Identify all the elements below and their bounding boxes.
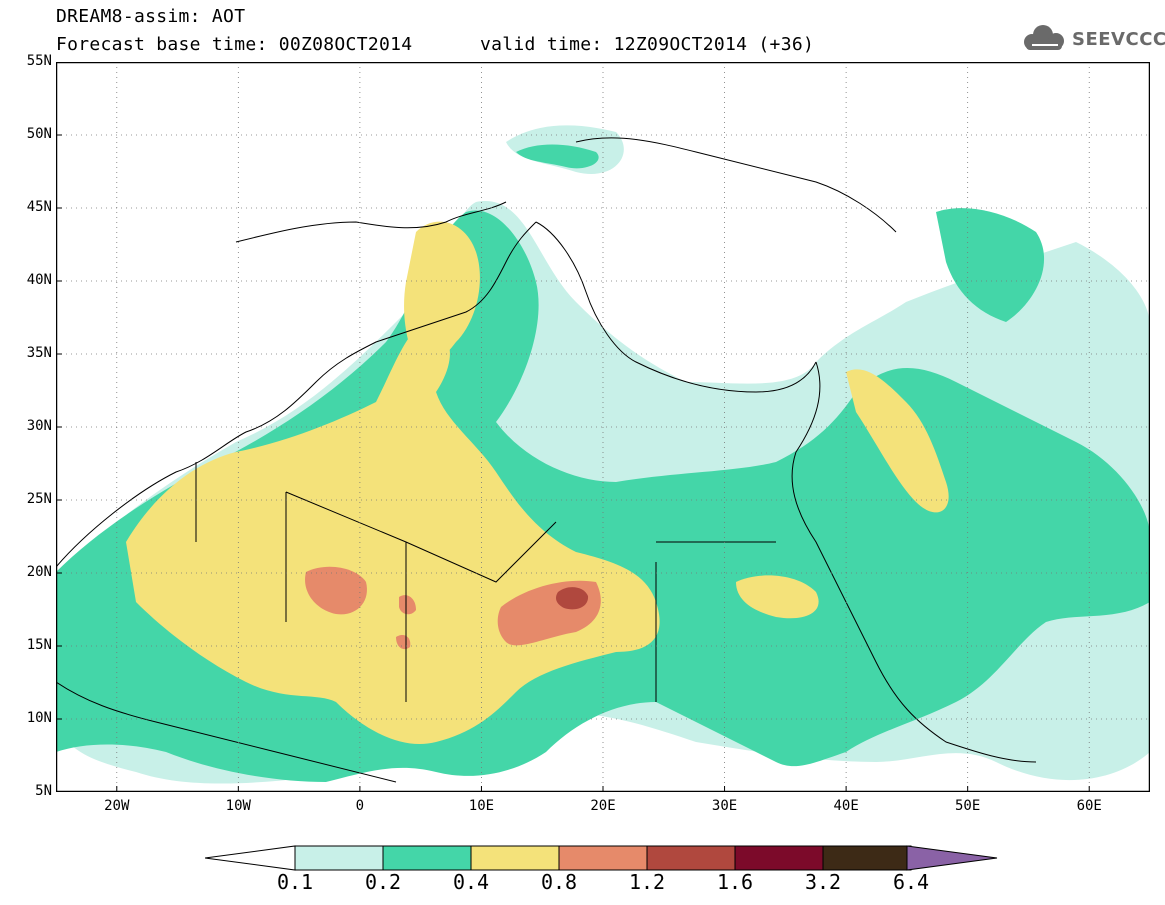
colorbar-bin [382, 845, 472, 871]
x-tick-label: 20E [590, 798, 616, 814]
y-tick-label: 25N [26, 491, 52, 507]
cloud-icon [1024, 25, 1064, 50]
y-tick-label: 20N [26, 564, 52, 580]
colorbar-level-label: 1.6 [716, 870, 754, 894]
colorbar-bin [294, 845, 384, 871]
y-tick-label: 45N [26, 199, 52, 215]
colorbar-under-arrow [205, 845, 296, 871]
y-tick-label: 50N [26, 126, 52, 142]
gridlines [56, 62, 1150, 792]
map-title: DREAM8-assim: AOT [56, 6, 246, 27]
x-tick-label: 30E [711, 798, 738, 814]
colorbar-level-label: 0.4 [452, 870, 490, 894]
y-tick-label: 55N [26, 53, 52, 69]
colorbar-level-label: 0.8 [540, 870, 578, 894]
colorbar-level-label: 0.1 [276, 870, 314, 894]
y-tick-label: 10N [26, 710, 52, 726]
x-tick-label: 10E [468, 798, 495, 814]
colorbar-bin [734, 845, 824, 871]
colorbar [205, 845, 998, 871]
colorbar-bin [558, 845, 648, 871]
aot-band-1-2 [556, 587, 589, 610]
colorbar-level-label: 0.2 [364, 870, 402, 894]
y-tick-label: 15N [26, 637, 52, 653]
y-tick-label: 5N [35, 783, 52, 799]
y-tick-label: 40N [26, 272, 52, 288]
x-tick-label: 0 [355, 798, 365, 814]
x-tick-label: 20W [104, 798, 130, 814]
logo-text: SEEVCCC [1072, 29, 1165, 50]
colorbar-level-label: 1.2 [628, 870, 666, 894]
valid-time: valid time: 12Z09OCT2014 (+36) [480, 34, 815, 55]
x-tick-label: 50E [955, 798, 981, 814]
tick-marks [56, 62, 1090, 792]
y-tick-label: 30N [26, 418, 52, 434]
colorbar-level-label: 6.4 [892, 870, 930, 894]
colorbar-over-arrow [906, 845, 998, 871]
x-tick-label: 10W [225, 798, 251, 814]
coastlines [56, 137, 1037, 783]
colorbar-bin [470, 845, 560, 871]
forecast-base-time: Forecast base time: 00Z08OCT2014 [56, 34, 413, 55]
x-tick-label: 40E [833, 798, 859, 814]
y-tick-label: 35N [26, 345, 52, 361]
colorbar-bin [646, 845, 736, 871]
colorbar-level-label: 3.2 [804, 870, 842, 894]
aot-map[interactable] [56, 62, 1150, 792]
colorbar-bin [822, 845, 912, 871]
x-tick-label: 60E [1076, 798, 1102, 814]
